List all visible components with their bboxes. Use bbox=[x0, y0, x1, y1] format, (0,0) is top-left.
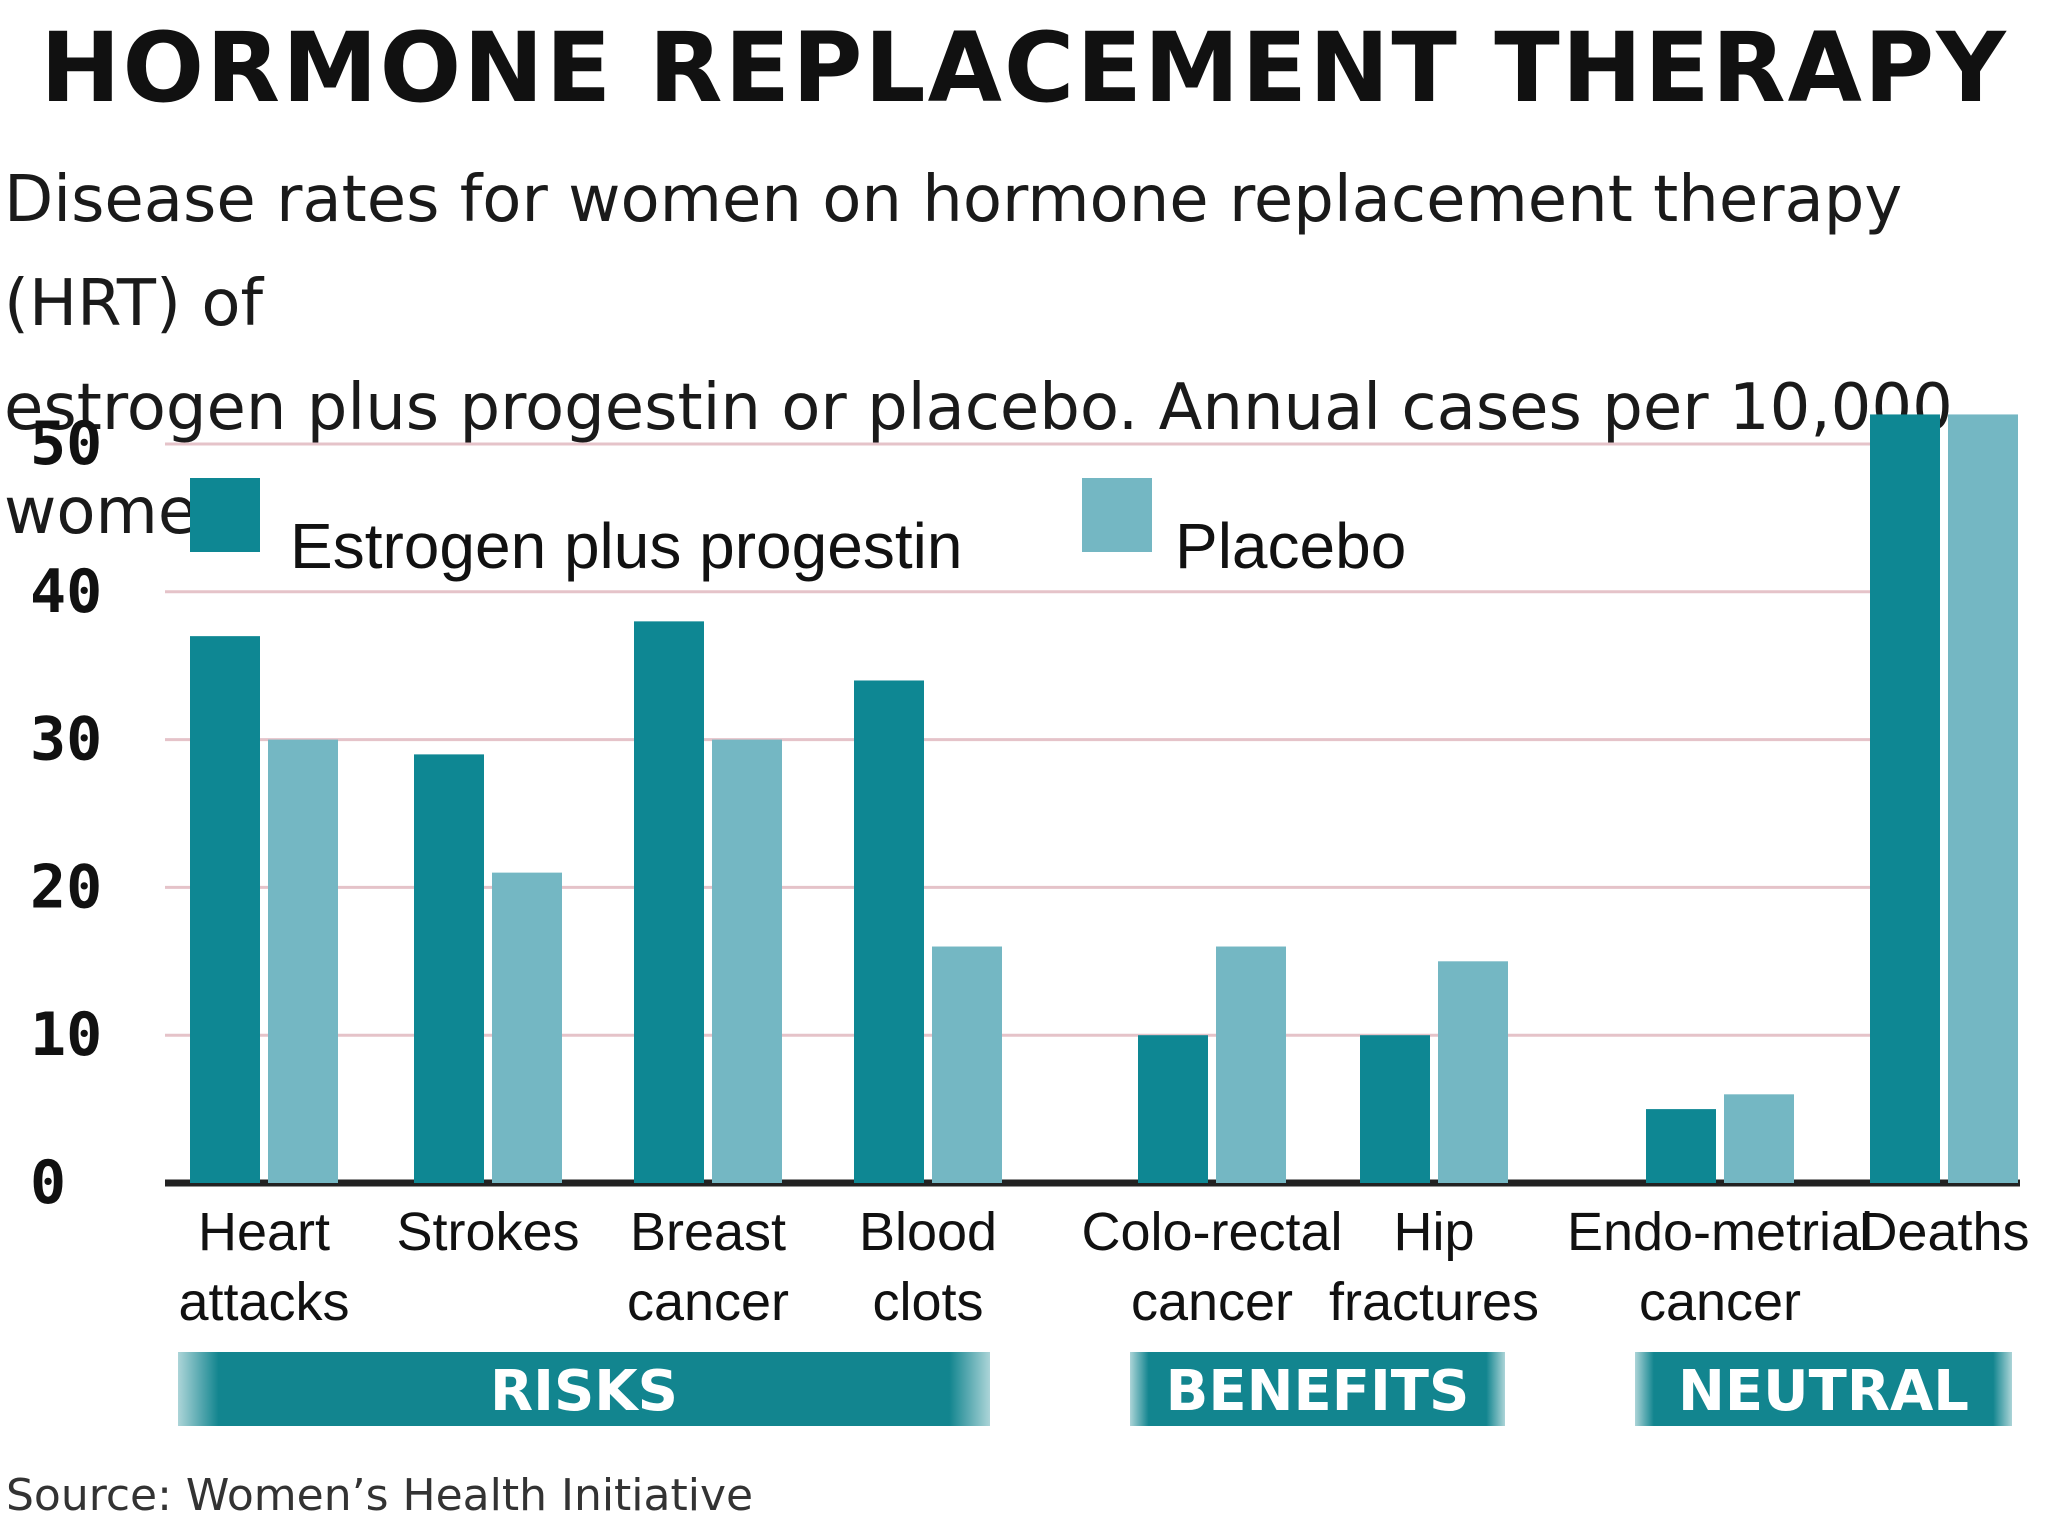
bar-estrogen-1 bbox=[414, 754, 484, 1183]
bar-estrogen-2 bbox=[634, 621, 704, 1183]
group-label: BENEFITS bbox=[1166, 1359, 1470, 1424]
x-category-label: Heart bbox=[198, 1202, 330, 1262]
x-category-label: Endo-metrial bbox=[1567, 1202, 1873, 1262]
x-category-label: fractures bbox=[1329, 1272, 1539, 1332]
bar-placebo-2 bbox=[712, 739, 782, 1183]
x-category-label: Blood bbox=[859, 1202, 997, 1262]
bar-estrogen-0 bbox=[190, 636, 260, 1183]
legend-swatch-estrogen bbox=[190, 478, 260, 552]
x-category-label: cancer bbox=[1131, 1272, 1293, 1332]
x-category-label: Hip bbox=[1393, 1202, 1474, 1262]
x-category-label: attacks bbox=[178, 1272, 349, 1332]
x-category-label: clots bbox=[872, 1272, 983, 1332]
x-category-label: Strokes bbox=[396, 1202, 579, 1262]
x-category-label: cancer bbox=[627, 1272, 789, 1332]
bar-estrogen-5 bbox=[1360, 1035, 1430, 1183]
subtitle-line-2: estrogen plus progestin or placebo. Annu… bbox=[4, 371, 1953, 549]
y-tick-label: 10 bbox=[30, 1000, 102, 1070]
x-category-label: Breast bbox=[630, 1202, 786, 1262]
legend-label-estrogen: Estrogen plus progestin bbox=[290, 510, 962, 582]
y-tick-label: 50 bbox=[30, 409, 102, 479]
legend-swatch-placebo bbox=[1082, 478, 1152, 552]
bar-placebo-6 bbox=[1724, 1094, 1794, 1183]
x-category-label: cancer bbox=[1639, 1272, 1801, 1332]
bar-estrogen-3 bbox=[854, 680, 924, 1183]
group-band-neutral bbox=[1635, 1352, 2012, 1426]
bar-estrogen-6 bbox=[1646, 1109, 1716, 1183]
group-label: RISKS bbox=[490, 1359, 678, 1424]
chart-subtitle: Disease rates for women on hormone repla… bbox=[4, 148, 2044, 564]
legend-label-placebo: Placebo bbox=[1175, 510, 1406, 582]
bar-placebo-0 bbox=[268, 739, 338, 1183]
group-band-risks bbox=[178, 1352, 990, 1426]
chart-title: HORMONE REPLACEMENT THERAPY bbox=[40, 12, 2008, 124]
source-note: Source: Women’s Health Initiative bbox=[6, 1470, 754, 1521]
bar-placebo-3 bbox=[932, 946, 1002, 1183]
bar-estrogen-7 bbox=[1870, 414, 1940, 1183]
y-tick-label: 0 bbox=[30, 1148, 66, 1218]
bar-placebo-4 bbox=[1216, 946, 1286, 1183]
group-band-benefits bbox=[1130, 1352, 1505, 1426]
x-category-label: Colo-rectal bbox=[1081, 1202, 1342, 1262]
y-tick-label: 40 bbox=[30, 557, 102, 627]
x-category-label: Deaths bbox=[1858, 1202, 2029, 1262]
bar-placebo-7 bbox=[1948, 414, 2018, 1183]
y-tick-label: 20 bbox=[30, 852, 102, 922]
subtitle-line-1: Disease rates for women on hormone repla… bbox=[4, 163, 1903, 341]
group-label: NEUTRAL bbox=[1678, 1359, 1969, 1424]
bar-estrogen-4 bbox=[1138, 1035, 1208, 1183]
y-tick-label: 30 bbox=[30, 705, 102, 775]
bar-placebo-5 bbox=[1438, 961, 1508, 1183]
bar-placebo-1 bbox=[492, 872, 562, 1183]
